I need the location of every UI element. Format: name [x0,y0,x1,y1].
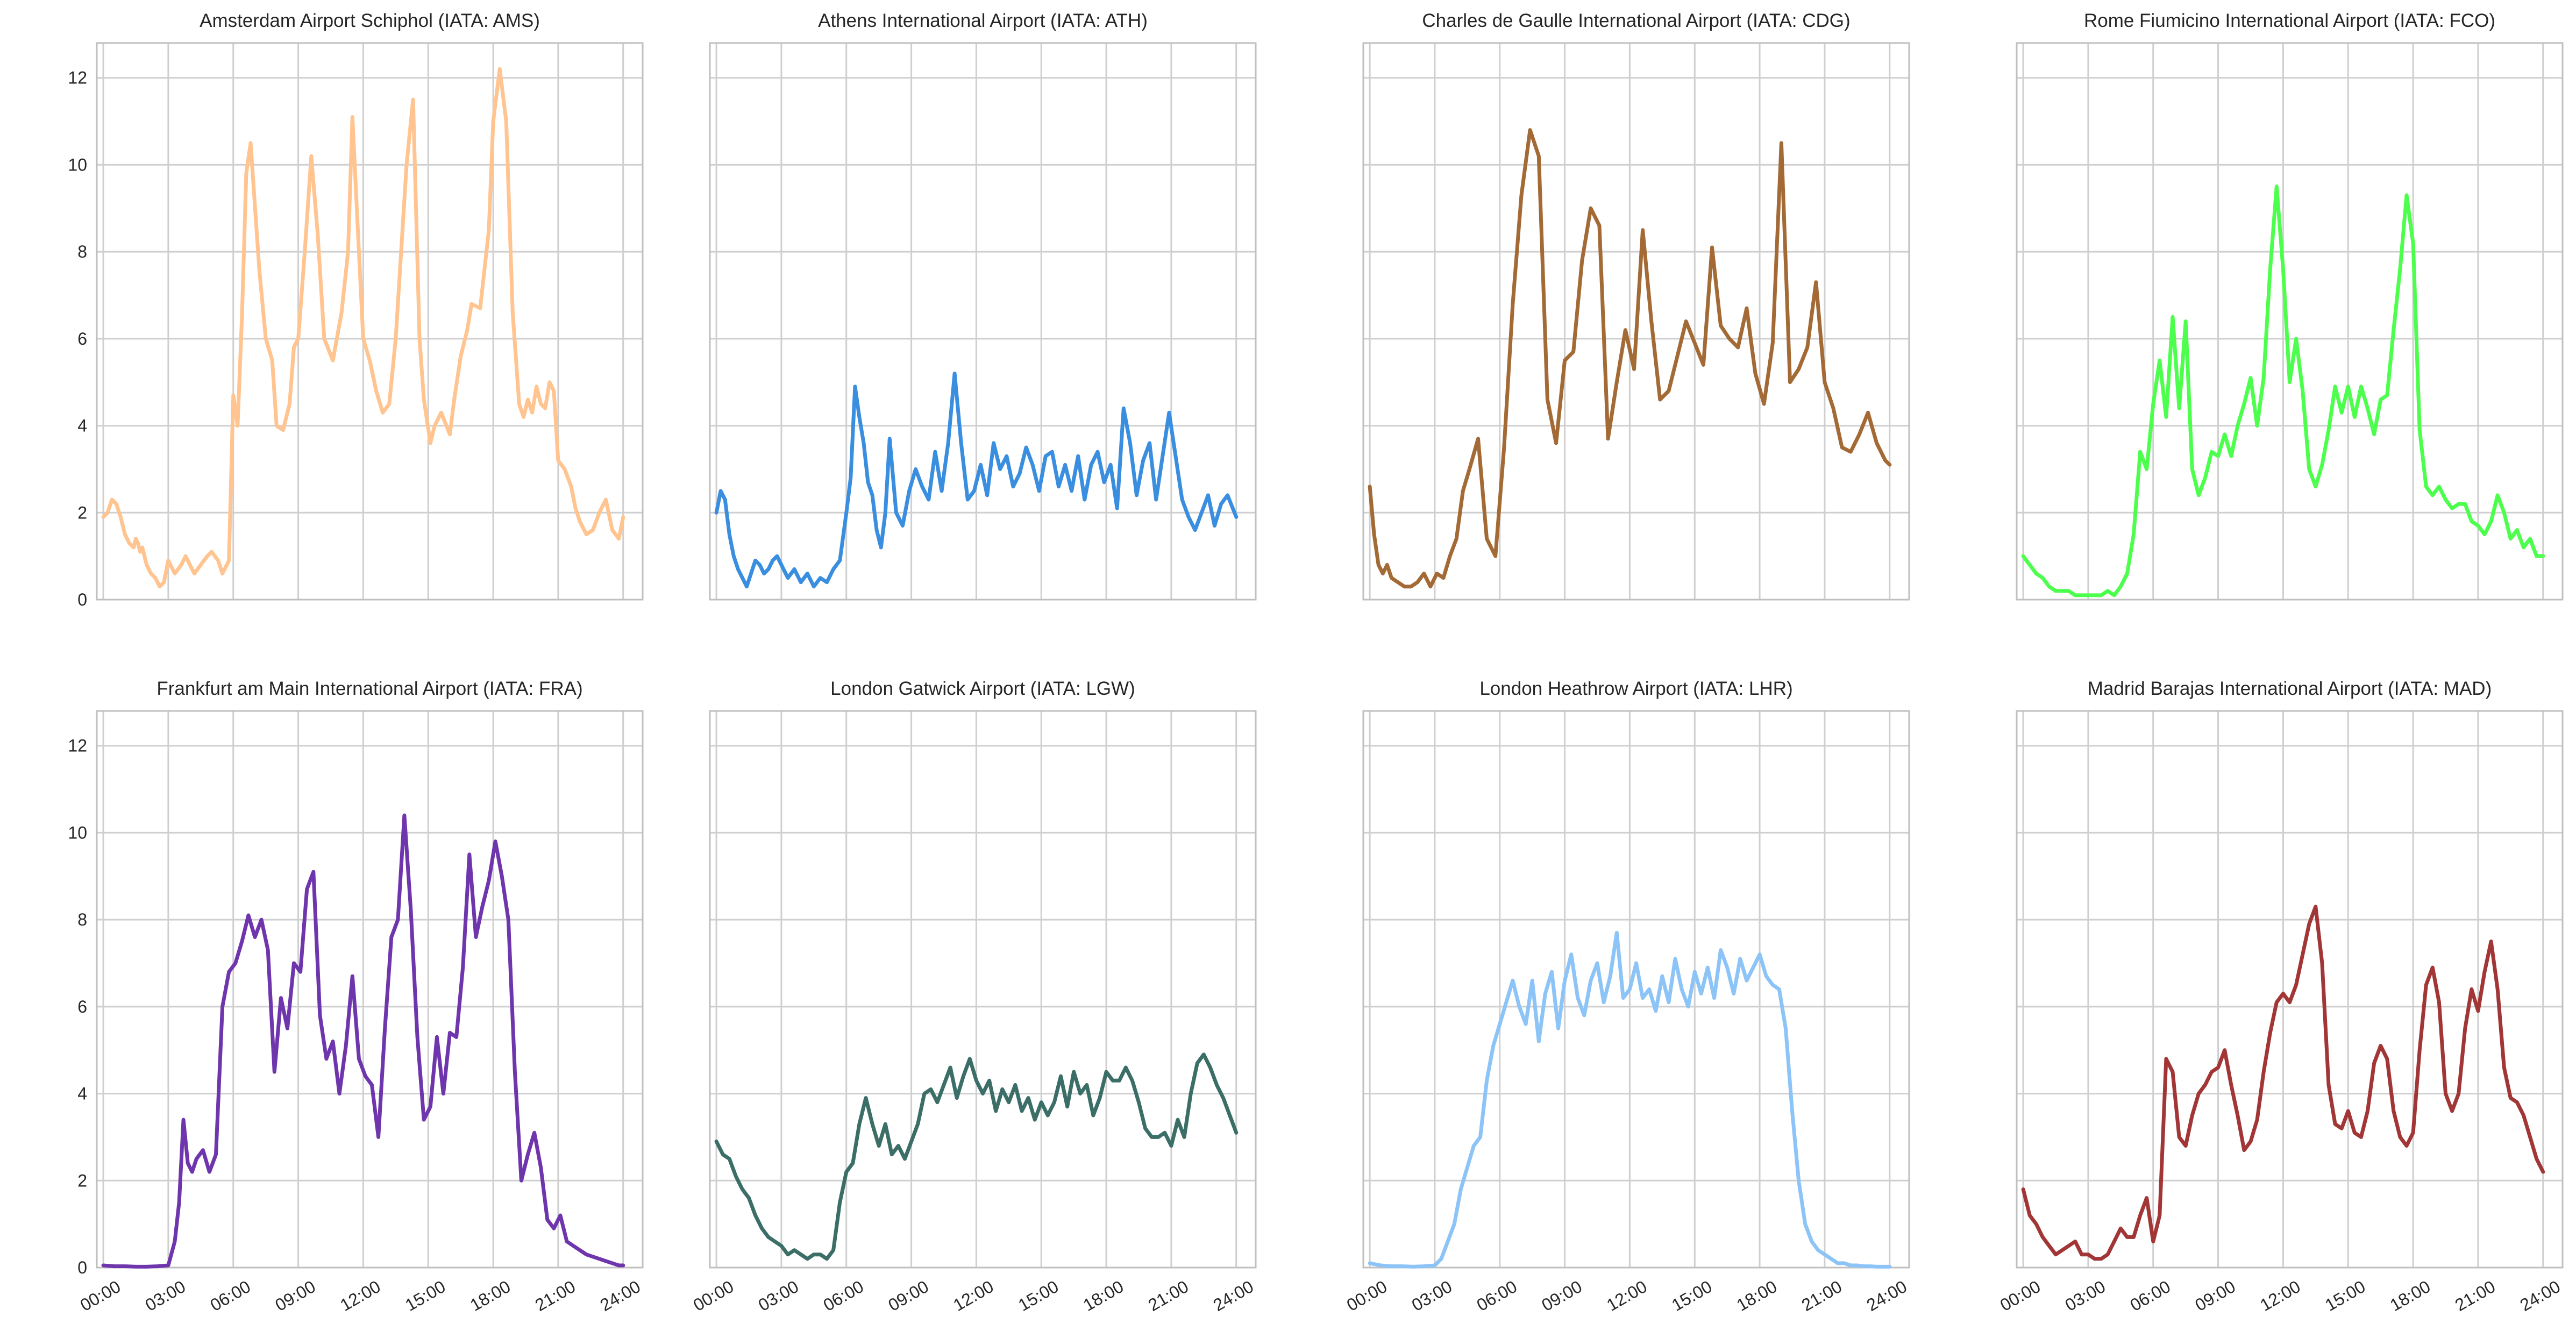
series-line [101,813,625,1269]
y-tick-label: 2 [77,1171,87,1190]
y-tick-label: 0 [77,1258,87,1277]
y-tick-label: 8 [77,242,87,261]
y-tick-label: 6 [77,329,87,348]
series-line [714,1052,1239,1261]
subplot-title: London Gatwick Airport (IATA: LGW) [830,678,1135,699]
y-tick-label: 6 [77,997,87,1016]
subplot-title: Athens International Airport (IATA: ATH) [818,10,1148,31]
series-line [1368,128,1892,589]
series-line [714,372,1239,589]
subplot-3: Rome Fiumicino International Airport (IA… [2016,10,2564,601]
plot-frame [709,42,1257,601]
y-tick-label: 4 [77,1084,87,1104]
subplot-title: Madrid Barajas International Airport (IA… [2088,678,2492,699]
y-tick-label: 8 [77,910,87,929]
subplot-title: Frankfurt am Main International Airport … [156,678,582,699]
y-tick-label: 10 [68,823,87,842]
subplot-1: Athens International Airport (IATA: ATH) [709,10,1257,601]
series-line [2021,184,2545,597]
y-tick-label: 12 [68,68,87,88]
plot-frame [96,42,644,601]
y-tick-label: 12 [68,736,87,756]
plot-frame [1362,710,1910,1269]
subplot-2: Charles de Gaulle International Airport … [1362,10,1910,601]
subplot-title: Amsterdam Airport Schiphol (IATA: AMS) [200,10,540,31]
subplot-0: Amsterdam Airport Schiphol (IATA: AMS) 0 2… [68,10,644,609]
y-tick-label: 4 [77,416,87,436]
series-line [2021,905,2545,1261]
y-tick-label: 10 [68,155,87,174]
subplot-4: Frankfurt am Main International Airport … [68,678,644,1315]
subplot-title: Charles de Gaulle International Airport … [1422,10,1850,31]
subplot-title: London Heathrow Airport (IATA: LHR) [1479,678,1792,699]
y-tick-label: 0 [77,590,87,609]
subplot-title: Rome Fiumicino International Airport (IA… [2084,10,2495,31]
y-tick-label: 2 [77,503,87,522]
plot-frame [96,710,644,1269]
plot-frame [709,710,1257,1269]
plot-frame [1362,42,1910,601]
series-line [101,67,625,589]
plot-frame [2016,42,2564,601]
series-line [1368,930,1892,1269]
plot-frame [2016,710,2564,1269]
